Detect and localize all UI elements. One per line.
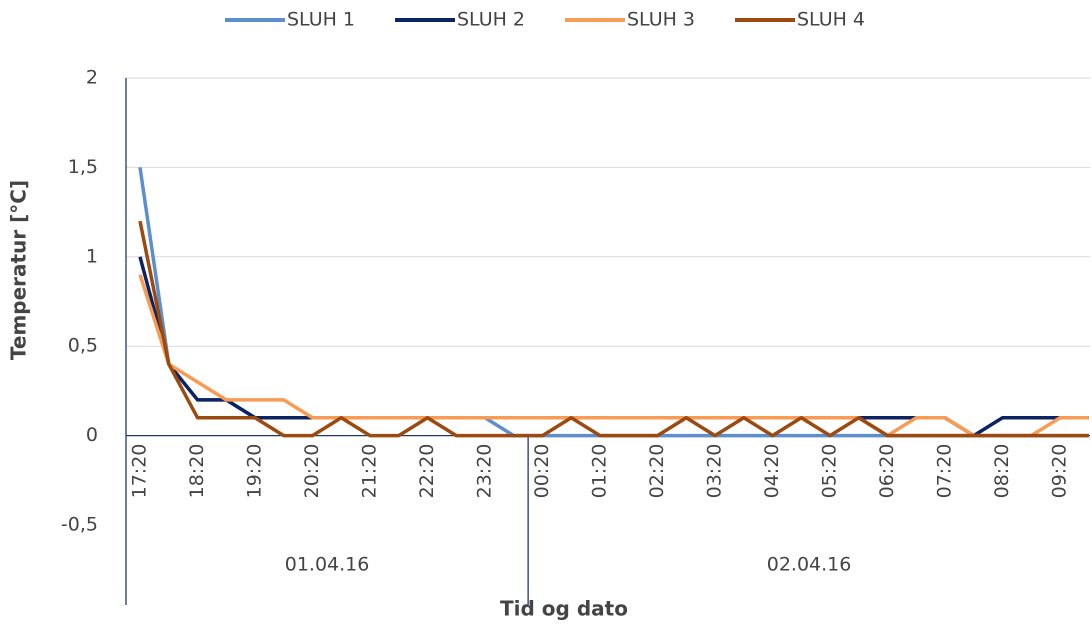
series-line (138, 274, 1089, 438)
x-tick-label: 07:20 (934, 444, 956, 499)
y-axis-label: Temperatur [°C] (7, 180, 31, 360)
x-tick-label: 21:20 (359, 444, 381, 499)
legend-label: SLUH 4 (797, 9, 865, 31)
date-label: 01.04.16 (285, 554, 370, 576)
x-tick-label: 04:20 (761, 444, 783, 499)
x-tick-label: 19:20 (244, 444, 266, 499)
x-tick-label: 20:20 (301, 444, 323, 499)
x-tick-label: 08:20 (991, 444, 1013, 499)
x-tick-label: 17:20 (129, 444, 151, 499)
series-line (138, 167, 1089, 438)
y-tick-label: 2 (86, 67, 98, 89)
legend-label: SLUH 1 (287, 9, 355, 31)
x-tick-label: 05:20 (819, 444, 841, 499)
x-tick-label: 23:20 (474, 444, 496, 499)
x-tick-label: 09:20 (1049, 444, 1071, 499)
y-tick-label: -0,5 (61, 514, 98, 536)
series-line (138, 220, 1089, 438)
x-axis-label: Tid og dato (500, 597, 628, 621)
y-tick-label: 1 (86, 245, 98, 267)
y-tick-label: 0,5 (68, 335, 98, 357)
legend-label: SLUH 3 (627, 9, 695, 31)
y-tick-label: 0 (86, 424, 98, 446)
x-tick-label: 01:20 (589, 444, 611, 499)
x-tick-label: 22:20 (416, 444, 438, 499)
x-tick-label: 00:20 (531, 444, 553, 499)
date-label: 02.04.16 (767, 554, 852, 576)
x-tick-label: 18:20 (186, 444, 208, 499)
legend-label: SLUH 2 (457, 9, 525, 31)
y-tick-label: 1,5 (68, 156, 98, 178)
x-tick-label: 02:20 (646, 444, 668, 499)
x-tick-label: 06:20 (876, 444, 898, 499)
x-tick-label: 03:20 (704, 444, 726, 499)
